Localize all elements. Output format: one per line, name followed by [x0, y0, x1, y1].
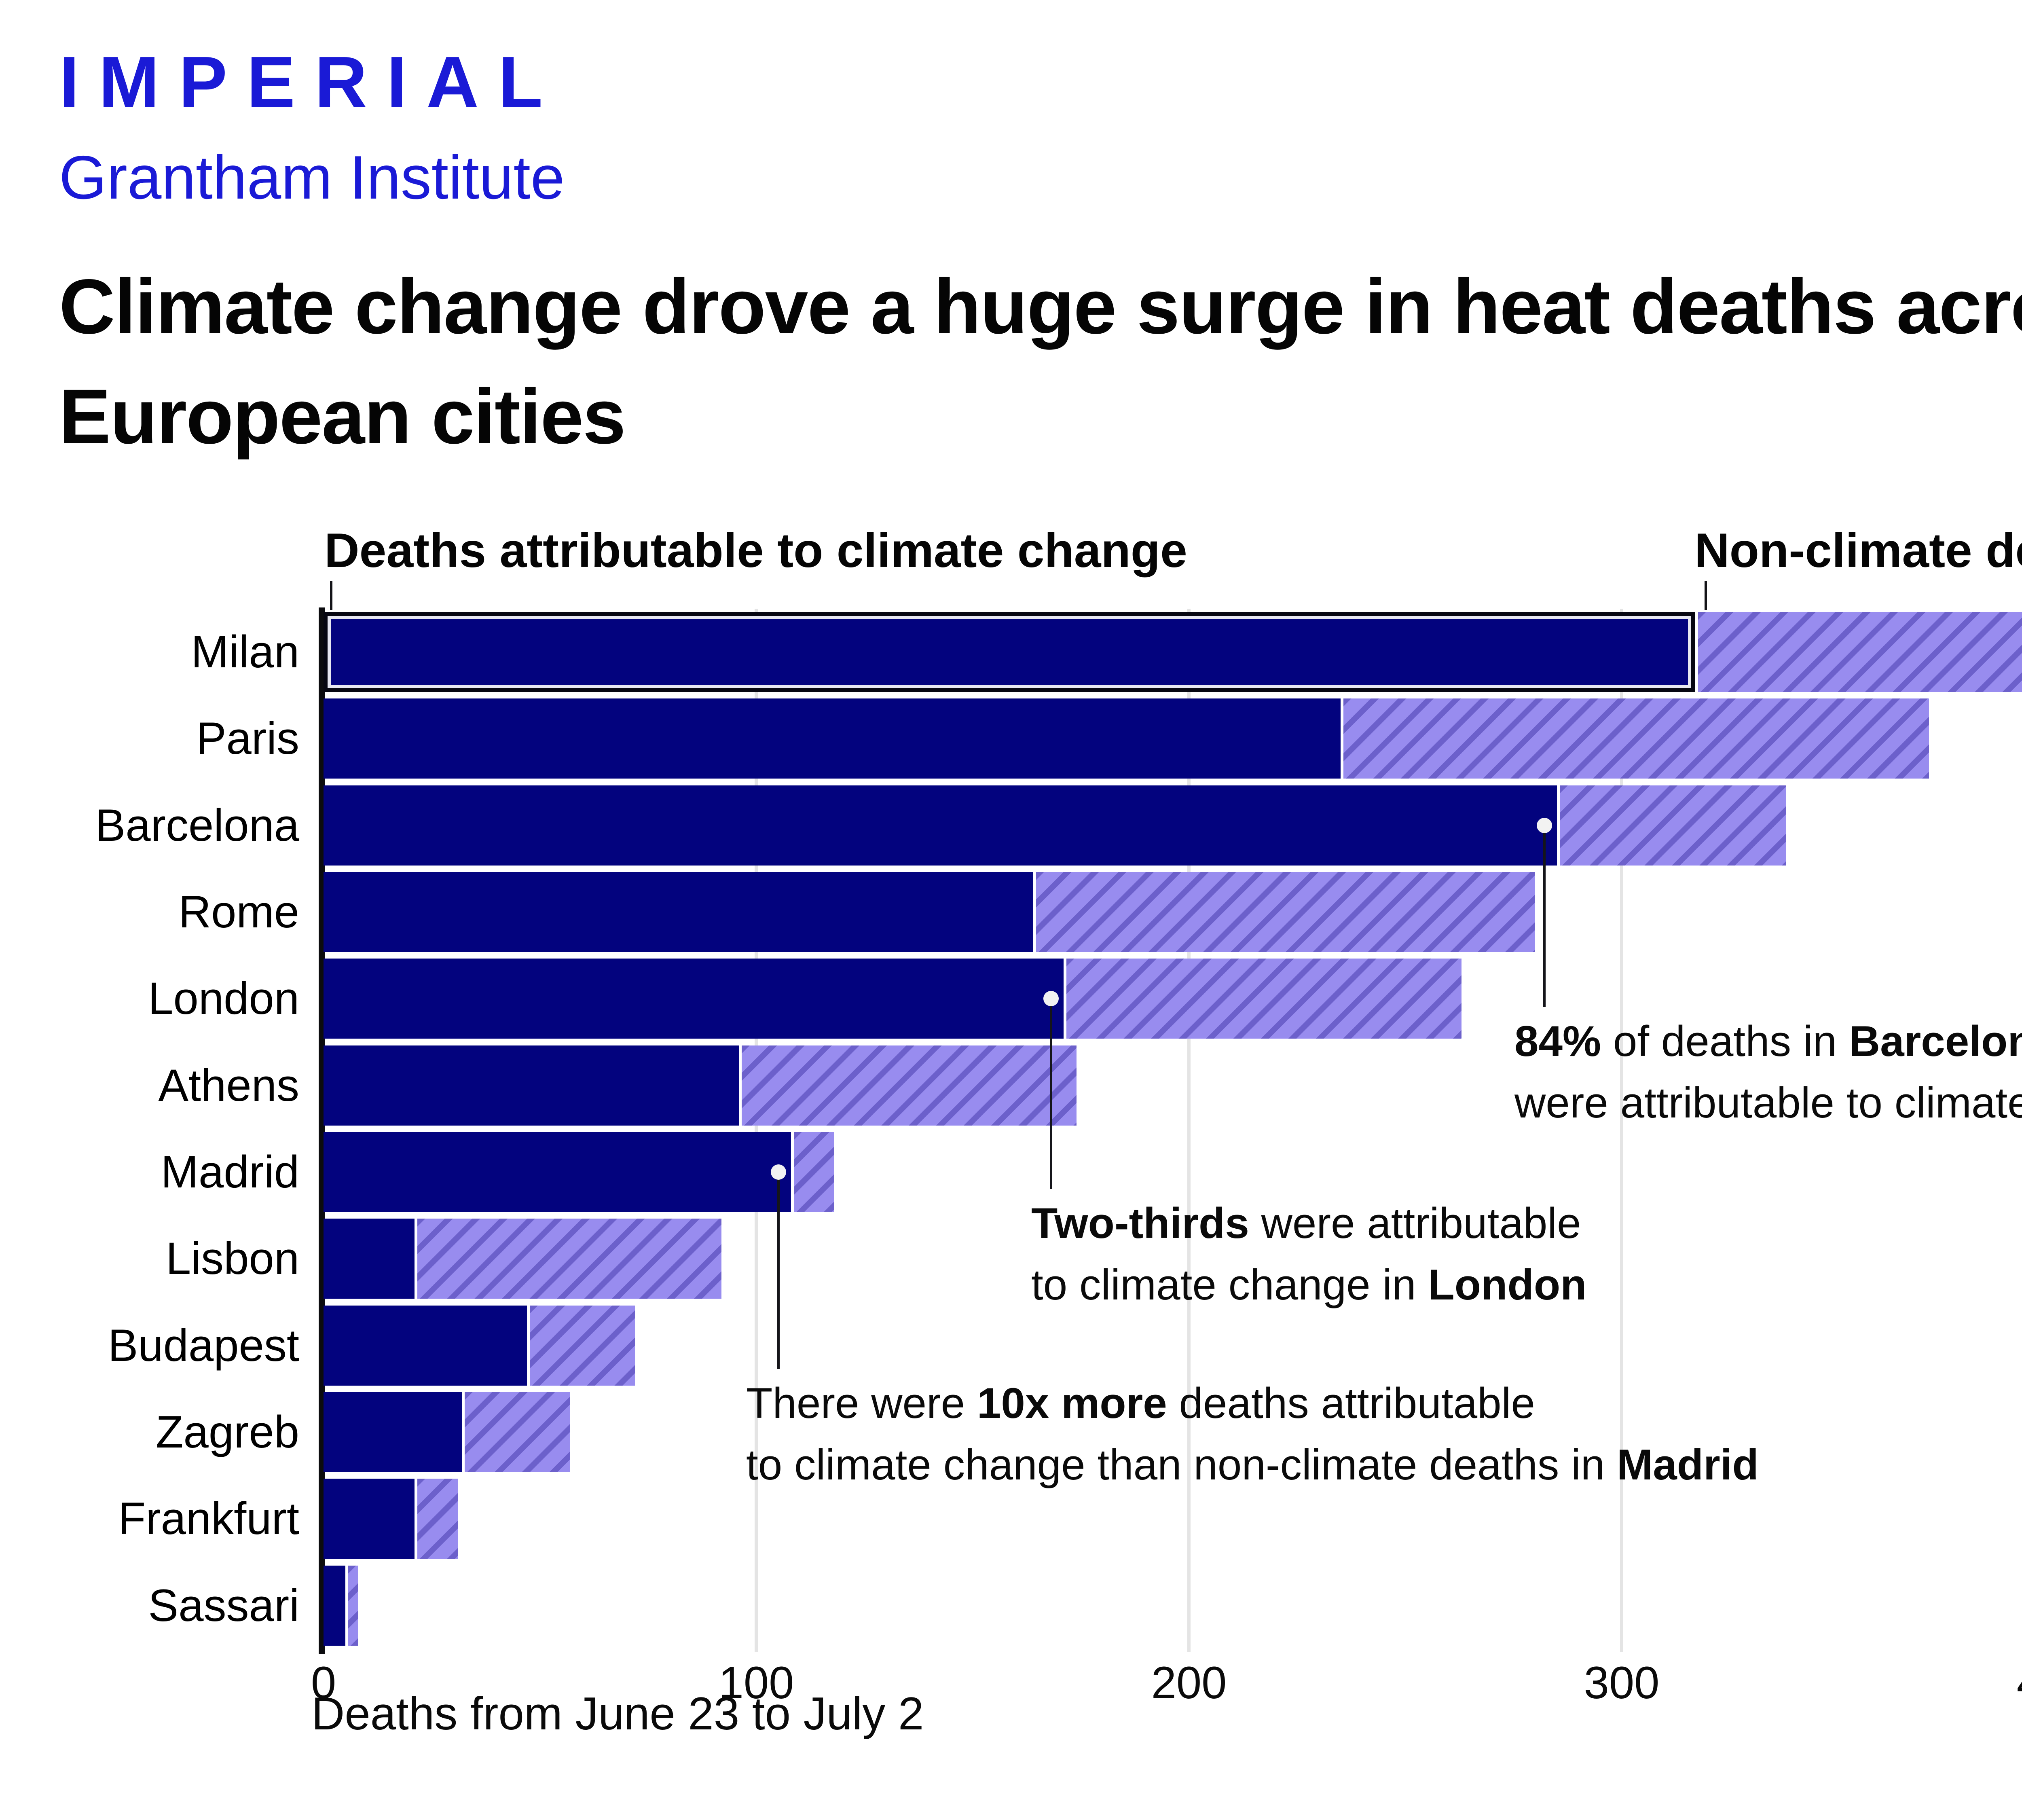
- annotation-run: deaths attributable: [1167, 1379, 1535, 1427]
- city-label-paris: Paris: [196, 713, 299, 764]
- bar-climate-segment-lisbon: [324, 1219, 415, 1299]
- annotation-leader-london: [1049, 999, 1052, 1189]
- x-tick-label-300: 300: [1584, 1657, 1660, 1708]
- gridline-300: [1620, 609, 1623, 1652]
- gridline-100: [755, 609, 758, 1652]
- bar-row-madrid: [324, 1132, 842, 1212]
- bar-nonclimate-segment-budapest: [527, 1305, 635, 1386]
- city-label-frankfurt: Frankfurt: [118, 1493, 299, 1544]
- bar-row-frankfurt: [324, 1479, 466, 1559]
- bar-climate-segment-budapest: [324, 1305, 527, 1386]
- annotation-run: Madrid: [1617, 1440, 1759, 1489]
- bar-row-sassari: [324, 1565, 366, 1646]
- annotation-run: were attributable to climate change: [1514, 1078, 2022, 1127]
- annotation-run: London: [1428, 1260, 1587, 1309]
- bar-row-barcelona: [324, 785, 1794, 866]
- annotation-run: to climate change in: [1031, 1260, 1428, 1309]
- bar-nonclimate-segment-barcelona: [1557, 785, 1786, 866]
- bar-nonclimate-segment-sassari: [345, 1565, 358, 1646]
- page-title: Climate change drove a huge surge in hea…: [59, 263, 2022, 460]
- city-label-lisbon: Lisbon: [165, 1233, 299, 1284]
- x-tick-label-0: 0: [311, 1657, 336, 1708]
- annotation-run: There were: [746, 1379, 977, 1427]
- annotation-run: were attributable: [1249, 1199, 1581, 1247]
- bar-climate-segment-madrid: [324, 1132, 791, 1212]
- bar-climate-segment-barcelona: [324, 785, 1557, 866]
- bar-climate-segment-paris: [324, 698, 1341, 779]
- annotation-run: 10x more: [977, 1379, 1167, 1427]
- annotation-marker-dot-barcelona: [1536, 817, 1552, 833]
- annotation-text-london: Two-thirds were attributable to climate c…: [1031, 1192, 1587, 1315]
- city-label-london: London: [148, 973, 299, 1024]
- city-label-barcelona: Barcelona: [95, 800, 299, 851]
- x-axis-caption: Deaths from June 23 to July 2: [311, 1688, 924, 1740]
- bar-climate-segment-frankfurt: [324, 1479, 415, 1559]
- bar-climate-segment-milan: [324, 612, 1695, 692]
- legend-tick-climate: [330, 581, 332, 610]
- bar-row-milan: [324, 612, 2022, 692]
- legend-tick-nonclimate: [1705, 581, 1707, 610]
- annotation-run: Two-thirds: [1031, 1199, 1249, 1247]
- bar-nonclimate-segment-paris: [1340, 698, 1929, 779]
- bar-nonclimate-segment-rome: [1033, 872, 1535, 952]
- annotation-run: 84%: [1514, 1017, 1601, 1065]
- bar-nonclimate-segment-london: [1063, 959, 1462, 1039]
- bar-nonclimate-segment-madrid: [791, 1132, 834, 1212]
- bar-climate-segment-zagreb: [324, 1392, 462, 1472]
- annotation-marker-dot-madrid: [770, 1164, 786, 1180]
- gridline-200: [1187, 609, 1191, 1652]
- x-tick-label-100: 100: [718, 1657, 794, 1708]
- city-label-zagreb: Zagreb: [156, 1406, 299, 1457]
- imperial-logo: IMPERIAL: [59, 42, 563, 123]
- bar-nonclimate-segment-zagreb: [462, 1392, 570, 1472]
- annotation-run: Barcelona: [1849, 1017, 2022, 1065]
- city-label-sassari: Sassari: [148, 1580, 299, 1631]
- annotation-leader-barcelona: [1543, 825, 1546, 1007]
- grantham-institute-logo: Grantham Institute: [59, 143, 565, 212]
- x-tick-label-400: 400: [1982, 1657, 2022, 1709]
- bar-climate-segment-rome: [324, 872, 1033, 952]
- bar-row-london: [324, 959, 1470, 1039]
- bar-nonclimate-segment-milan: [1695, 612, 2022, 692]
- bar-row-athens: [324, 1045, 1085, 1126]
- bar-nonclimate-segment-lisbon: [414, 1219, 722, 1299]
- legend-label-nonclimate-deaths: Non-climate deaths: [1694, 523, 2022, 578]
- bar-row-rome: [324, 872, 1543, 952]
- city-label-rome: Rome: [178, 886, 299, 937]
- bar-row-budapest: [324, 1305, 643, 1386]
- bar-row-lisbon: [324, 1219, 730, 1299]
- annotation-text-madrid: There were 10x more deaths attributable t…: [746, 1372, 1759, 1495]
- bar-row-paris: [324, 698, 1937, 779]
- city-label-madrid: Madrid: [161, 1146, 299, 1197]
- city-label-athens: Athens: [158, 1060, 299, 1111]
- city-label-milan: Milan: [191, 626, 299, 677]
- annotation-run: of deaths in: [1601, 1017, 1849, 1065]
- bar-climate-segment-sassari: [324, 1565, 345, 1646]
- bar-nonclimate-segment-athens: [739, 1045, 1077, 1126]
- annotation-leader-madrid: [777, 1172, 780, 1369]
- bar-climate-segment-london: [324, 959, 1064, 1039]
- bar-row-zagreb: [324, 1392, 578, 1472]
- legend-label-climate-deaths: Deaths attributable to climate change: [324, 523, 1187, 578]
- annotation-marker-dot-london: [1043, 991, 1059, 1007]
- annotation-text-barcelona: 84% of deaths in Barcelona were attributa…: [1514, 1010, 2022, 1133]
- annotation-run: to climate change than non-climate death…: [746, 1440, 1617, 1489]
- bar-nonclimate-segment-frankfurt: [414, 1479, 458, 1559]
- x-tick-label-200: 200: [1151, 1657, 1227, 1708]
- city-label-budapest: Budapest: [108, 1320, 299, 1371]
- bar-climate-segment-athens: [324, 1045, 739, 1126]
